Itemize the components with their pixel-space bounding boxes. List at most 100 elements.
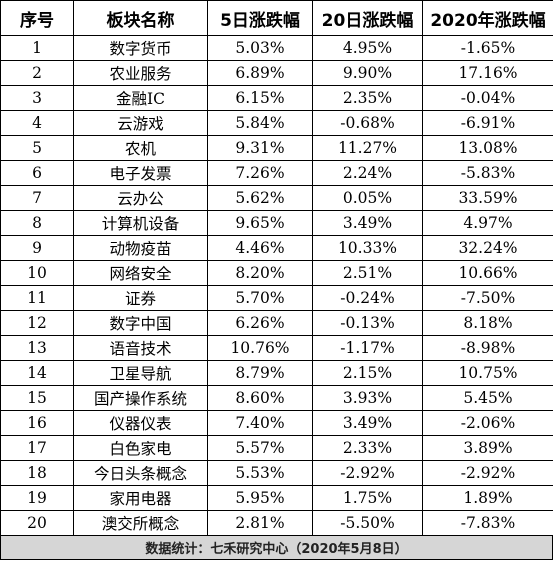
cell-sector-name: 计算机设备 (73, 210, 208, 236)
cell-20day-change: 2.51% (312, 260, 423, 286)
cell-sector-name: 云办公 (73, 185, 208, 211)
table-row: 13 语音技术 10.76% -1.17% -8.98% (0, 335, 553, 361)
cell-5day-change: 6.15% (207, 85, 313, 111)
cell-5day-change: 8.60% (207, 385, 313, 411)
cell-5day-change: 5.95% (207, 485, 313, 511)
cell-20day-change: 9.90% (312, 60, 423, 86)
header-row: 序号 板块名称 5日涨跌幅 20日涨跌幅 2020年涨跌幅 (0, 0, 553, 36)
cell-2020-change: 13.08% (422, 135, 553, 161)
cell-serial: 19 (0, 485, 74, 511)
cell-2020-change: -5.83% (422, 160, 553, 186)
cell-20day-change: -0.24% (312, 285, 423, 311)
cell-20day-change: 1.75% (312, 485, 423, 511)
table-row: 2 农业服务 6.89% 9.90% 17.16% (0, 60, 553, 86)
table-row: 6 电子发票 7.26% 2.24% -5.83% (0, 160, 553, 186)
table-row: 19 家用电器 5.95% 1.75% 1.89% (0, 485, 553, 511)
cell-20day-change: 2.35% (312, 85, 423, 111)
cell-serial: 2 (0, 60, 74, 86)
cell-5day-change: 5.53% (207, 460, 313, 486)
cell-5day-change: 7.40% (207, 410, 313, 436)
table-row: 10 网络安全 8.20% 2.51% 10.66% (0, 260, 553, 286)
cell-serial: 18 (0, 460, 74, 486)
cell-5day-change: 5.62% (207, 185, 313, 211)
cell-2020-change: -6.91% (422, 110, 553, 136)
cell-2020-change: 33.59% (422, 185, 553, 211)
cell-sector-name: 金融IC (73, 85, 208, 111)
cell-sector-name: 数字中国 (73, 310, 208, 336)
cell-sector-name: 农业服务 (73, 60, 208, 86)
cell-5day-change: 10.76% (207, 335, 313, 361)
cell-20day-change: 0.05% (312, 185, 423, 211)
table-row: 16 仪器仪表 7.40% 3.49% -2.06% (0, 410, 553, 436)
cell-20day-change: -2.92% (312, 460, 423, 486)
cell-20day-change: 2.33% (312, 435, 423, 461)
cell-5day-change: 6.26% (207, 310, 313, 336)
cell-serial: 3 (0, 85, 74, 111)
cell-5day-change: 5.84% (207, 110, 313, 136)
table-row: 20 澳交所概念 2.81% -5.50% -7.83% (0, 510, 553, 536)
cell-20day-change: 2.24% (312, 160, 423, 186)
cell-sector-name: 语音技术 (73, 335, 208, 361)
cell-serial: 11 (0, 285, 74, 311)
table-row: 3 金融IC 6.15% 2.35% -0.04% (0, 85, 553, 111)
cell-serial: 8 (0, 210, 74, 236)
table-row: 1 数字货币 5.03% 4.95% -1.65% (0, 35, 553, 61)
table-row: 14 卫星导航 8.79% 2.15% 10.75% (0, 360, 553, 386)
cell-20day-change: 10.33% (312, 235, 423, 261)
cell-20day-change: 3.49% (312, 410, 423, 436)
cell-serial: 13 (0, 335, 74, 361)
cell-serial: 20 (0, 510, 74, 536)
cell-sector-name: 农机 (73, 135, 208, 161)
header-20day-change: 20日涨跌幅 (312, 0, 423, 36)
header-serial: 序号 (0, 0, 74, 36)
cell-20day-change: 11.27% (312, 135, 423, 161)
cell-sector-name: 卫星导航 (73, 360, 208, 386)
cell-5day-change: 9.31% (207, 135, 313, 161)
cell-serial: 15 (0, 385, 74, 411)
table-row: 5 农机 9.31% 11.27% 13.08% (0, 135, 553, 161)
cell-2020-change: 3.89% (422, 435, 553, 461)
cell-serial: 4 (0, 110, 74, 136)
table-row: 18 今日头条概念 5.53% -2.92% -2.92% (0, 460, 553, 486)
cell-sector-name: 电子发票 (73, 160, 208, 186)
cell-2020-change: 8.18% (422, 310, 553, 336)
cell-serial: 6 (0, 160, 74, 186)
cell-5day-change: 5.70% (207, 285, 313, 311)
cell-sector-name: 白色家电 (73, 435, 208, 461)
footer-source-note: 数据统计：七禾研究中心（2020年5月8日） (0, 536, 553, 560)
cell-2020-change: 1.89% (422, 485, 553, 511)
cell-sector-name: 证券 (73, 285, 208, 311)
cell-2020-change: -8.98% (422, 335, 553, 361)
cell-5day-change: 8.79% (207, 360, 313, 386)
cell-5day-change: 5.03% (207, 35, 313, 61)
cell-5day-change: 7.26% (207, 160, 313, 186)
cell-5day-change: 8.20% (207, 260, 313, 286)
cell-2020-change: 10.66% (422, 260, 553, 286)
table-row: 4 云游戏 5.84% -0.68% -6.91% (0, 110, 553, 136)
cell-2020-change: 5.45% (422, 385, 553, 411)
cell-serial: 1 (0, 35, 74, 61)
cell-5day-change: 6.89% (207, 60, 313, 86)
cell-serial: 5 (0, 135, 74, 161)
cell-2020-change: -7.83% (422, 510, 553, 536)
cell-20day-change: -0.68% (312, 110, 423, 136)
cell-2020-change: 32.24% (422, 235, 553, 261)
cell-2020-change: -2.06% (422, 410, 553, 436)
cell-sector-name: 澳交所概念 (73, 510, 208, 536)
cell-serial: 7 (0, 185, 74, 211)
cell-sector-name: 国产操作系统 (73, 385, 208, 411)
cell-sector-name: 动物疫苗 (73, 235, 208, 261)
table-row: 11 证券 5.70% -0.24% -7.50% (0, 285, 553, 311)
cell-serial: 17 (0, 435, 74, 461)
table-row: 7 云办公 5.62% 0.05% 33.59% (0, 185, 553, 211)
cell-20day-change: -0.13% (312, 310, 423, 336)
cell-20day-change: 4.95% (312, 35, 423, 61)
cell-20day-change: 3.49% (312, 210, 423, 236)
cell-sector-name: 仪器仪表 (73, 410, 208, 436)
cell-sector-name: 云游戏 (73, 110, 208, 136)
cell-5day-change: 2.81% (207, 510, 313, 536)
cell-serial: 10 (0, 260, 74, 286)
cell-5day-change: 4.46% (207, 235, 313, 261)
cell-serial: 12 (0, 310, 74, 336)
